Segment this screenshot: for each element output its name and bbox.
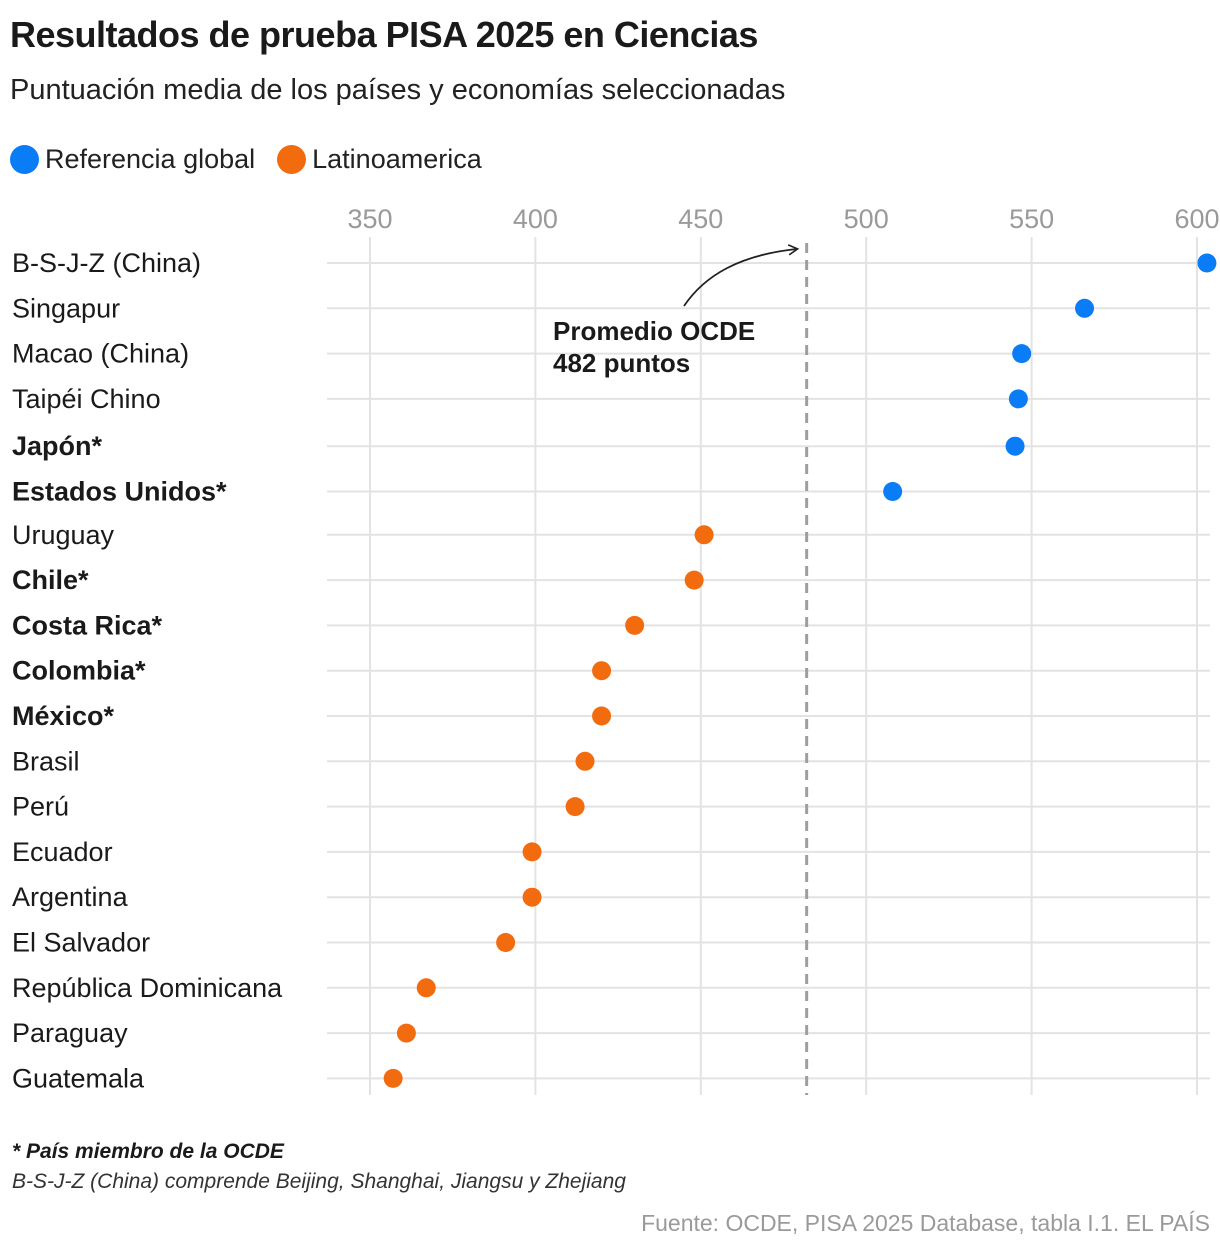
row-label: B-S-J-Z (China) — [12, 248, 201, 278]
row-label: Estados Unidos* — [12, 477, 227, 507]
row-label: El Salvador — [12, 928, 150, 958]
row-label: Paraguay — [12, 1018, 128, 1048]
chart-subtitle: Puntuación media de los países y economí… — [10, 74, 786, 106]
chart-title: Resultados de prueba PISA 2025 en Cienci… — [10, 14, 758, 55]
x-tick-label: 350 — [347, 204, 392, 234]
data-point — [883, 482, 903, 501]
row-label: Argentina — [12, 882, 129, 912]
row-label: República Dominicana — [12, 973, 283, 1003]
x-tick-label: 400 — [513, 204, 558, 234]
row-label: Uruguay — [12, 520, 115, 550]
row-label: Guatemala — [12, 1063, 145, 1093]
data-point — [522, 887, 542, 907]
legend-item-global: Referencia global — [10, 144, 255, 175]
row-label: Singapur — [12, 293, 120, 323]
x-tick-label: 600 — [1174, 204, 1219, 234]
x-tick-label: 550 — [1009, 204, 1054, 234]
oecd-average-label: Promedio OCDE — [553, 316, 755, 346]
row-label: Macao (China) — [12, 339, 189, 369]
data-point — [1197, 253, 1217, 273]
data-point — [592, 661, 612, 681]
row-label: Costa Rica* — [12, 610, 163, 640]
row-label: Ecuador — [12, 837, 113, 867]
data-point — [383, 1068, 403, 1088]
legend-dot-global — [10, 145, 39, 174]
row-label: Colombia* — [12, 656, 146, 686]
legend-dot-latam — [277, 145, 307, 174]
row-label: Taipéi Chino — [12, 384, 161, 414]
data-point — [1008, 389, 1028, 409]
row-label: Chile* — [12, 565, 89, 595]
data-point — [1012, 344, 1032, 364]
data-point — [684, 570, 704, 590]
row-label: México* — [12, 701, 115, 731]
data-point — [575, 751, 595, 771]
data-point — [565, 797, 585, 817]
legend-label-global: Referencia global — [45, 144, 256, 174]
data-point — [1075, 298, 1095, 318]
data-point — [1005, 436, 1025, 456]
footnotes: * País miembro de la OCDE B-S-J-Z (China… — [12, 1140, 626, 1194]
dot-plot: 350 400 450 500 550 600 B-S-J-Z (China) Singap… — [12, 204, 1220, 1095]
x-tick-label: 500 — [844, 204, 889, 234]
x-tick-label: 450 — [678, 204, 723, 234]
data-point — [625, 615, 645, 635]
legend: Referencia global Latinoamerica — [10, 144, 482, 175]
source-credit: Fuente: OCDE, PISA 2025 Database, tabla … — [641, 1210, 1210, 1236]
legend-label-latam: Latinoamerica — [312, 144, 482, 174]
data-point — [592, 706, 612, 726]
data-point — [416, 978, 436, 998]
row-label: Japón* — [12, 431, 103, 461]
row-label: Perú — [12, 792, 69, 822]
legend-item-latam: Latinoamerica — [277, 144, 482, 175]
note-oecd-member: * País miembro de la OCDE — [12, 1140, 284, 1163]
note-bsjz: B-S-J-Z (China) comprende Beijing, Shang… — [12, 1170, 626, 1193]
data-point — [522, 842, 542, 862]
oecd-average-value: 482 puntos — [553, 348, 690, 378]
data-point — [496, 933, 516, 952]
row-label: Brasil — [12, 746, 80, 776]
data-point — [694, 525, 714, 545]
annotation-arrow — [683, 244, 800, 307]
data-point — [396, 1023, 416, 1043]
